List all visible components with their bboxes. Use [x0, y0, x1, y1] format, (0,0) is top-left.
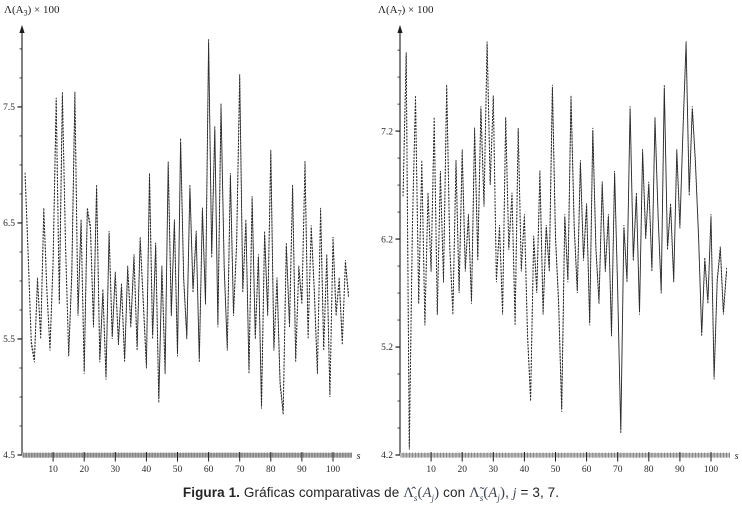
y-tick-label: 4.2: [381, 451, 393, 461]
formula-lambda-hat: Λ̂s(Aj): [403, 485, 440, 503]
y-axis-title: Λ(A7) × 100: [378, 4, 434, 18]
caption-con: con: [443, 485, 466, 500]
figure-caption: Figura 1. Gráficas comparativas de Λ̂s(A…: [0, 485, 742, 503]
x-tick-label: 90: [297, 465, 307, 475]
x-tick-label: 40: [142, 465, 152, 475]
x-tick-label: 80: [644, 465, 654, 475]
x-tick-label: 70: [235, 465, 245, 475]
x-tick-label: 30: [489, 465, 499, 475]
x-tick-label: 50: [551, 465, 561, 475]
y-tick-label: 7.5: [3, 103, 15, 113]
x-tick-label: 60: [582, 465, 592, 475]
y-axis-title: Λ(A3) × 100: [4, 4, 60, 18]
y-tick-label: 6.5: [3, 219, 15, 229]
y-axis-arrow-icon: [19, 25, 25, 33]
series-path-lambda-tilde: [402, 41, 728, 447]
x-axis-title: s: [357, 451, 361, 462]
x-tick-label: 20: [457, 465, 467, 475]
formula-lambda-tilde: Λ̃s(Aj): [469, 485, 506, 503]
x-tick-label: 80: [266, 465, 276, 475]
chart-lambda-a3: Λ(A3) × 100 7.5 6.5 5.5 4.5 10 20 30 40 50 60 70 80…: [3, 4, 361, 475]
x-tick-label: 100: [326, 465, 341, 475]
x-tick-label: 40: [520, 465, 530, 475]
series-path-lambda-hat: [402, 44, 728, 450]
y-tick-label: 5.2: [381, 343, 393, 353]
y-tick-label: 6.2: [381, 235, 393, 245]
x-tick-label: 10: [426, 465, 436, 475]
x-tick-label: 60: [204, 465, 214, 475]
x-tick-label: 90: [675, 465, 685, 475]
x-tick-label: 10: [48, 465, 58, 475]
series-path-lambda-tilde: [24, 39, 350, 411]
x-tick-label: 100: [704, 465, 719, 475]
x-tick-label: 70: [613, 465, 623, 475]
figure-label: Figura 1.: [182, 485, 241, 500]
x-tick-label: 30: [111, 465, 121, 475]
caption-text-before: Gráficas comparativas de: [243, 485, 400, 500]
y-axis-arrow-icon: [397, 25, 403, 33]
series-path-lambda-hat: [24, 43, 350, 415]
y-tick-label: 4.5: [3, 451, 15, 461]
x-tick-label: 50: [173, 465, 183, 475]
y-tick-label: 7.2: [381, 127, 393, 137]
chart-lambda-a7: Λ(A7) × 100 7.2 6.2 5.2 4.2 10 20 30 40 50 60 70 80…: [378, 4, 739, 475]
x-axis-title: s: [735, 451, 739, 462]
y-tick-label: 5.5: [3, 335, 15, 345]
caption-text-after: , j = 3, 7.: [505, 485, 560, 500]
x-tick-label: 20: [79, 465, 89, 475]
